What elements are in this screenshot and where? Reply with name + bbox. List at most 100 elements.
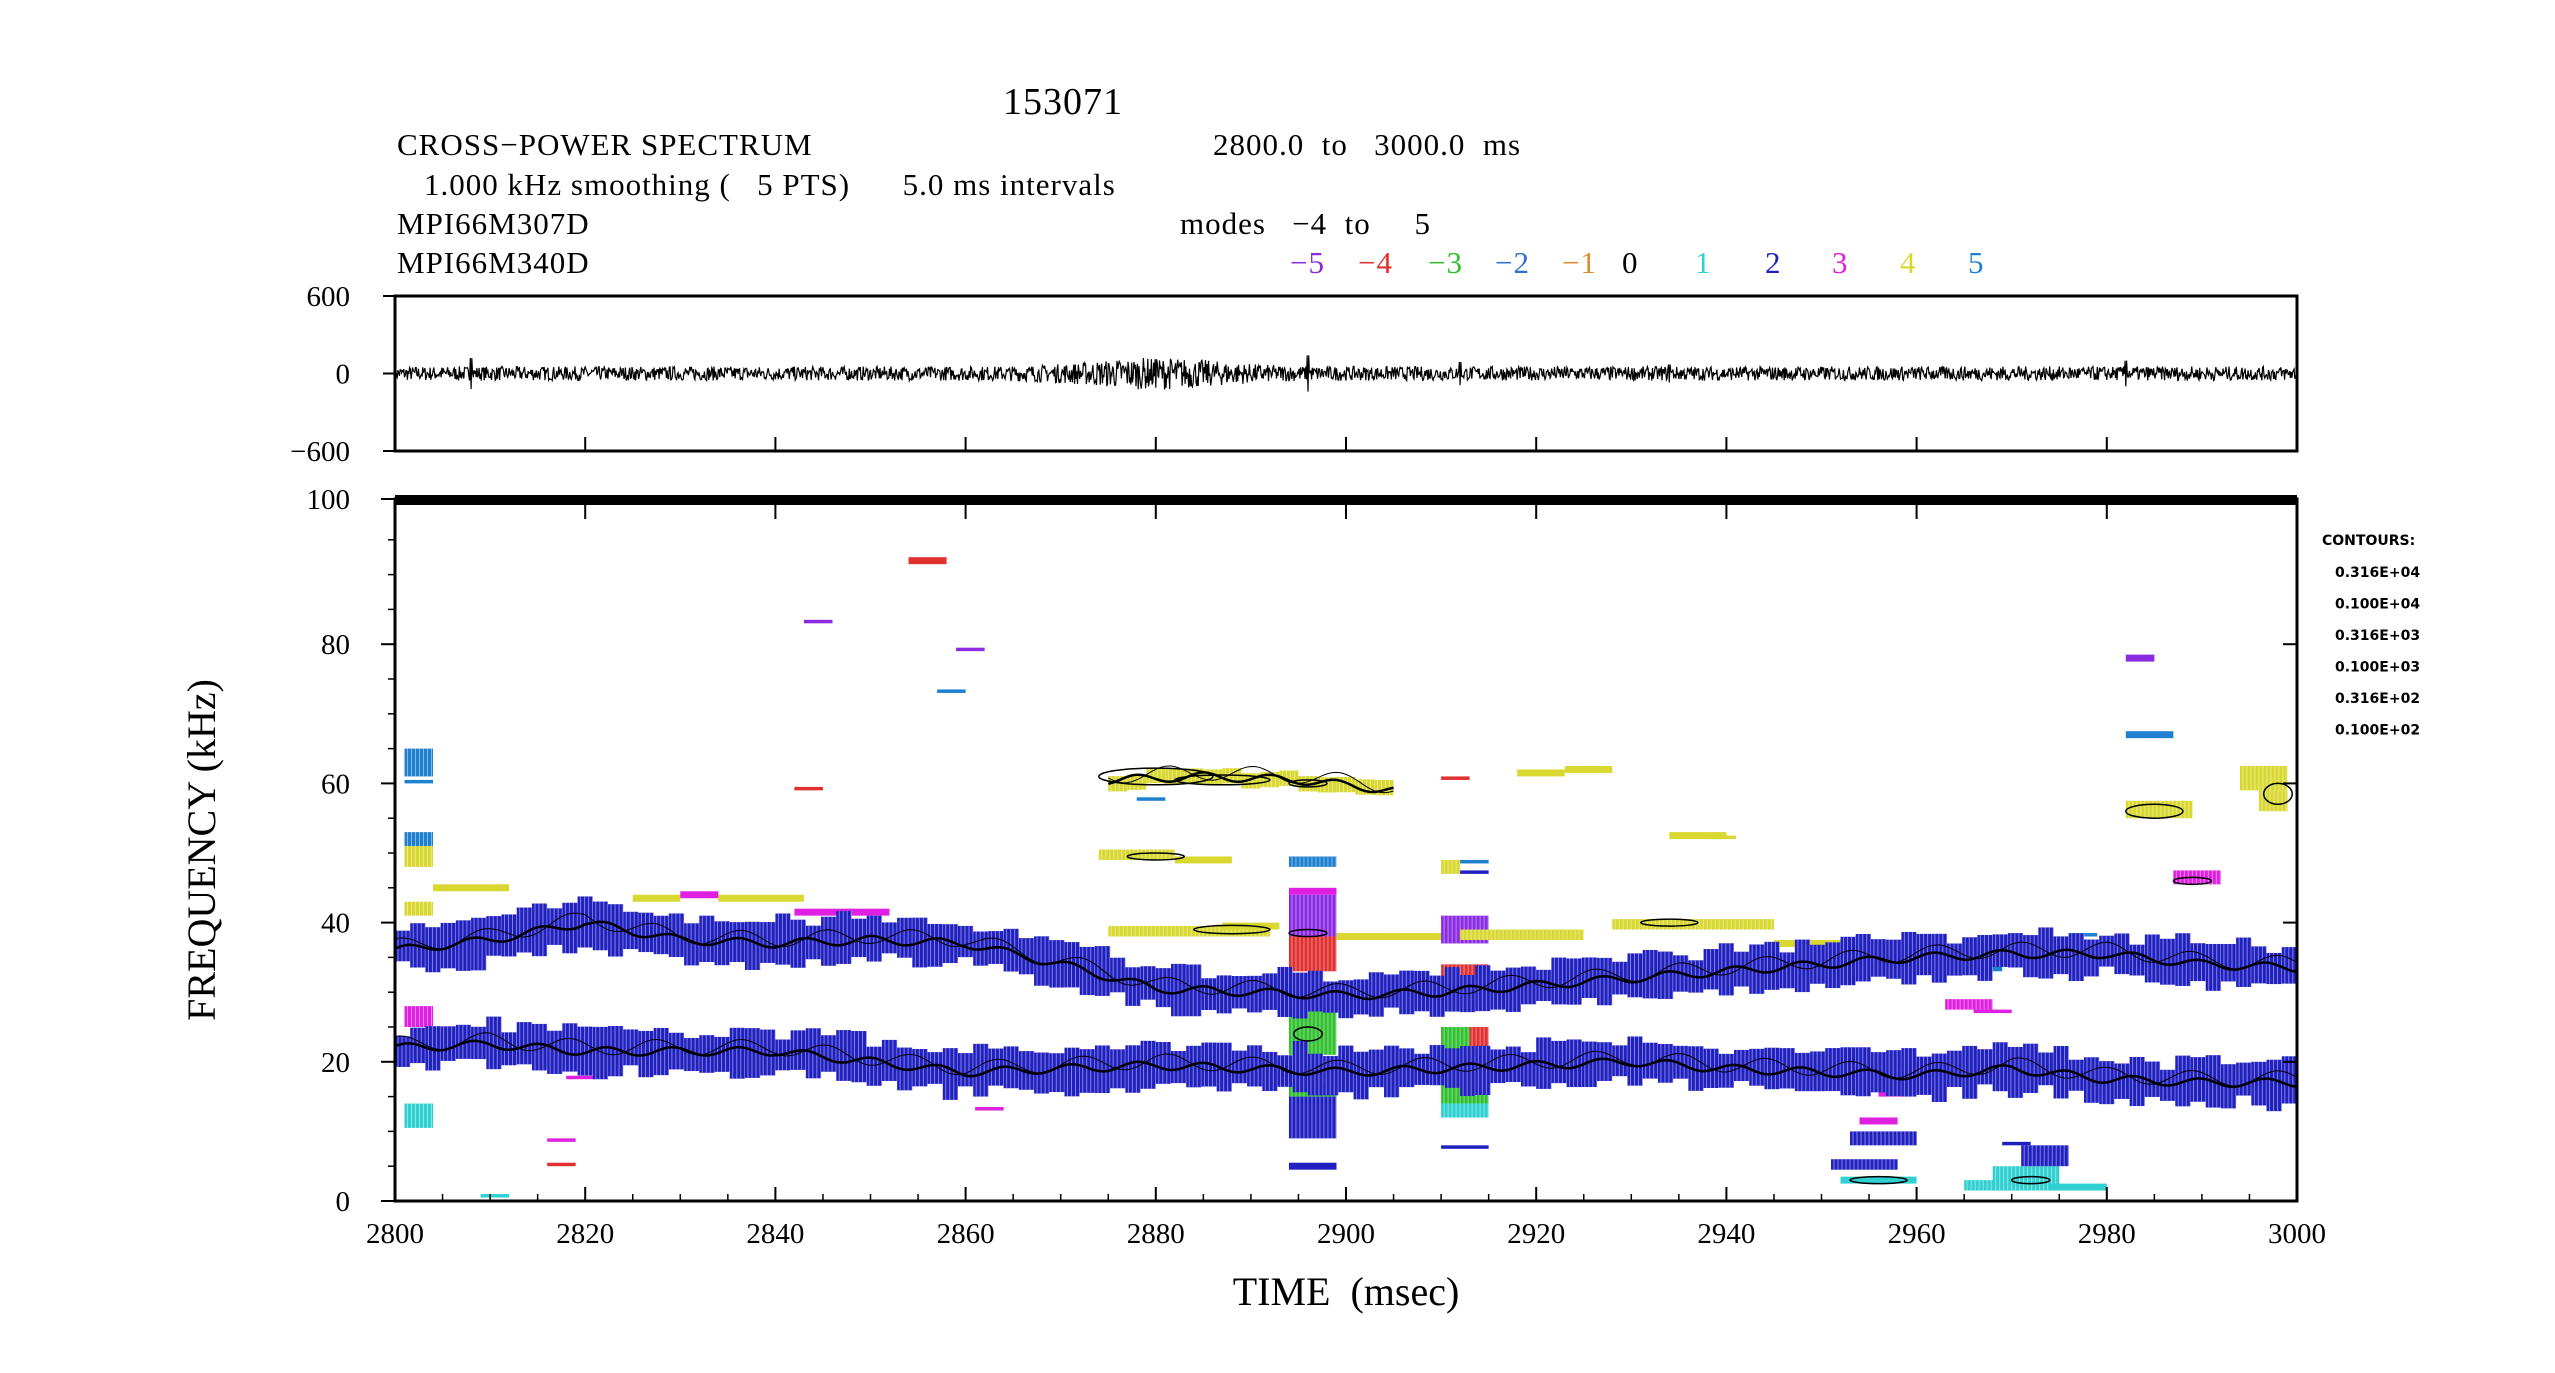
mode-band-block <box>1612 1045 1628 1077</box>
mode-band-block <box>1049 1053 1065 1093</box>
mode-band-block <box>1657 951 1674 999</box>
x-axis-label: TIME (msec) <box>1233 1269 1460 1314</box>
mode-patch <box>803 619 833 624</box>
mode-patch <box>632 894 681 902</box>
mode-band-block <box>1368 972 1385 1017</box>
x-tick-label: 2880 <box>1127 1218 1185 1250</box>
mode-patch <box>1441 1103 1489 1118</box>
mode-band-block <box>1231 1050 1248 1084</box>
mode-band-block <box>1947 1050 1963 1087</box>
mode-band-block <box>440 1026 457 1061</box>
header-smoothing: 1.000 kHz smoothing ( 5 PTS) 5.0 ms inte… <box>424 167 1116 202</box>
mode-patch <box>908 557 947 565</box>
mode-contour-line <box>395 920 2297 1001</box>
mode-band-block <box>1292 972 1309 1019</box>
mode-band-block <box>1247 1045 1263 1087</box>
mode-band-block <box>2129 1056 2146 1107</box>
mode-band-block <box>531 1023 548 1071</box>
mode-band-block <box>1627 953 1643 998</box>
mode-band-block <box>729 1027 746 1079</box>
contour-loop <box>2262 782 2293 806</box>
mode-band-block <box>1551 957 1567 1005</box>
mode-band-block <box>2220 943 2237 982</box>
mode-patch <box>2049 1183 2107 1191</box>
mode-band-block <box>1931 933 1948 983</box>
mode-patch <box>1441 859 1461 874</box>
x-tick-label: 2920 <box>1507 1218 1565 1250</box>
mode-band-block <box>1703 949 1720 990</box>
mode-band-block <box>957 925 974 958</box>
mode-legend-item: 5 <box>1968 245 1985 280</box>
mode-band-block <box>1034 936 1050 986</box>
contour-loop <box>1174 774 1271 786</box>
mode-patch <box>1288 887 1337 895</box>
mode-patch <box>404 779 434 784</box>
x-tick-label: 2820 <box>556 1218 614 1250</box>
mode-patch <box>566 1075 595 1080</box>
mode-contour-line <box>1108 765 1394 794</box>
mode-patch <box>1460 929 1584 940</box>
x-tick-label: 2940 <box>1697 1218 1755 1250</box>
mode-band-block <box>1627 1036 1643 1086</box>
mode-band-block <box>1399 970 1415 1015</box>
contour-loop <box>1292 1026 1323 1042</box>
mode-band-block <box>1566 958 1583 1005</box>
mode-band-block <box>1749 1048 1765 1086</box>
mode-band-block <box>2205 943 2222 991</box>
mode-band-block <box>638 912 654 953</box>
mode-patch <box>1973 1009 2012 1014</box>
mode-patch <box>1288 856 1337 867</box>
contour-loop <box>2172 876 2213 886</box>
mode-band-block <box>1094 946 1111 996</box>
mode-band-block <box>1916 1056 1933 1095</box>
mode-band-block <box>1155 1042 1172 1084</box>
mode-contour-line <box>395 912 2297 999</box>
mode-band-block <box>1231 976 1248 1009</box>
mode-band-block <box>395 1036 411 1067</box>
mode-patch <box>718 894 804 902</box>
mode-patch <box>2239 766 2288 791</box>
y-tick-label: 40 <box>321 908 350 940</box>
mode-patch <box>1136 797 1166 801</box>
mode-band-block <box>1444 967 1461 1012</box>
mode-band-block <box>1368 1049 1385 1088</box>
mode-band-block <box>623 1029 639 1066</box>
mode-patch <box>2002 1141 2031 1146</box>
mode-patch <box>1288 1162 1337 1170</box>
mode-band-block <box>1855 1047 1872 1097</box>
mode-band-block <box>790 919 807 968</box>
mode-band-block <box>973 1043 989 1097</box>
mode-band-block <box>744 921 761 970</box>
mode-patch <box>404 901 434 916</box>
contour-loop <box>1288 928 1328 938</box>
mode-band-block <box>729 922 746 963</box>
mode-band-block <box>1901 931 1917 985</box>
mode-band-block <box>1505 1046 1522 1083</box>
spectrogram-panel: 2800 2820 2840 2860 2880 2900 2920 2940 2960 2980… <box>307 484 2327 1250</box>
mode-band-block <box>516 907 533 953</box>
contour-loop <box>1288 779 1328 788</box>
mode-band-block <box>1475 1045 1491 1096</box>
mode-patch <box>404 832 434 847</box>
mode-legend-item: −4 <box>1358 245 1393 280</box>
mode-contour-line <box>395 1032 2297 1087</box>
mode-band-block <box>1323 1056 1339 1096</box>
mode-patch <box>547 1138 576 1142</box>
mode-patch <box>2021 1145 2069 1167</box>
mode-band-block <box>2236 937 2252 987</box>
contour-level-label: 0.316E+03 <box>2335 628 2420 644</box>
header-modes-range: modes −4 to 5 <box>1180 206 1431 241</box>
mode-band-block <box>2281 947 2297 984</box>
mode-band-block <box>608 904 624 957</box>
mode-band-block <box>2160 938 2176 985</box>
contour-loop <box>2010 1175 2051 1185</box>
x-tick-label: 2900 <box>1317 1218 1375 1250</box>
mode-patch <box>1174 856 1232 864</box>
signal-y-tick-label: 600 <box>307 281 351 313</box>
mode-patch <box>1840 1176 1917 1184</box>
signal-trace <box>394 355 2298 392</box>
mode-patch <box>404 1103 434 1128</box>
header-title: CROSS−POWER SPECTRUM <box>397 127 813 162</box>
mode-legend-item: 3 <box>1832 245 1849 280</box>
mode-band-block <box>455 920 472 971</box>
